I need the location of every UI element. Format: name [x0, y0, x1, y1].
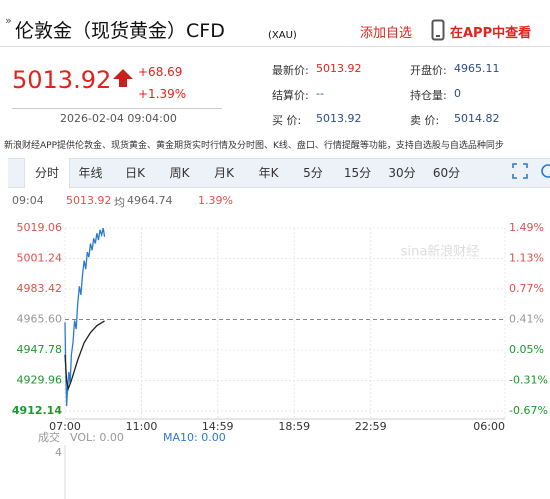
- x-tick-label: 06:00: [473, 420, 505, 433]
- stat-label: 最新价:: [272, 64, 309, 77]
- x-tick-label: 14:59: [202, 420, 234, 433]
- watermark: sina新浪财经: [401, 244, 480, 260]
- price: 5013.92: [12, 66, 112, 94]
- y2-tick-label: 0.05%: [509, 343, 544, 356]
- volume-vol: VOL: 0.00: [70, 431, 124, 444]
- up-arrow: [113, 69, 133, 87]
- x-tick-label: 11:00: [126, 420, 158, 433]
- info-price: 5013.92: [66, 194, 112, 207]
- series-line: [64, 227, 106, 407]
- stat-label: 卖 价:: [410, 114, 440, 127]
- info-pct: 1.39%: [198, 194, 233, 207]
- volume-tick: 4: [55, 446, 62, 459]
- info-avg-label: 均: [114, 196, 125, 209]
- x-tick-label: 22:59: [355, 420, 387, 433]
- y2-tick-label: 1.49%: [509, 221, 544, 234]
- tab[interactable]: 月K: [214, 166, 234, 180]
- fullscreen-icon[interactable]: [512, 163, 528, 179]
- title-mark: »: [5, 14, 12, 27]
- stat-label: 开盘价:: [410, 64, 447, 77]
- y-tick-label: 5019.06: [17, 221, 63, 234]
- change: +68.69: [138, 65, 183, 79]
- tab[interactable]: 年线: [78, 166, 103, 180]
- tab[interactable]: 15分: [343, 166, 372, 180]
- tab[interactable]: 30分: [388, 166, 416, 180]
- settings-icon[interactable]: [539, 163, 550, 179]
- tab[interactable]: 60分: [432, 166, 461, 180]
- tab[interactable]: 分时: [24, 158, 70, 188]
- y-tick-label: 4965.60: [17, 313, 63, 326]
- title: 伦敦金（现货黄金）CFD: [15, 20, 225, 42]
- info-avg: 4964.74: [127, 194, 173, 207]
- y2-tick-label: 0.41%: [509, 313, 544, 326]
- y-tick-label: 4947.78: [17, 343, 63, 356]
- y-tick-label: 5001.24: [17, 252, 63, 265]
- add-watch[interactable]: 添加自选: [360, 26, 413, 41]
- stat-value: 4965.11: [454, 62, 500, 75]
- tab[interactable]: 周K: [169, 166, 190, 180]
- divider: [0, 46, 550, 47]
- tab-bar: 分时 年线 日K 周K 月K 年K 5分 15分 30分 60分: [8, 158, 550, 188]
- y-tick-label: 4912.14: [12, 404, 62, 417]
- stat-label: 买 价:: [272, 114, 302, 127]
- stat-value: 5013.92: [316, 62, 362, 75]
- series-line: [64, 320, 105, 392]
- phone-icon: [431, 19, 445, 41]
- y2-tick-label: 0.77%: [509, 282, 544, 295]
- x-tick-label: 18:59: [278, 420, 310, 433]
- notice: 新浪财经APP提供伦敦金、现货黄金、黄金期货实时行情及分时图、K线、盘口、行情提…: [4, 141, 504, 151]
- volume-label: 成交: [38, 430, 60, 444]
- stat-value: --: [316, 87, 324, 100]
- x-tick-label: 07:00: [49, 420, 81, 433]
- y2-tick-label: -0.67%: [509, 404, 548, 417]
- volume-ma: MA10: 0.00: [163, 431, 226, 444]
- stat-value: 5014.82: [454, 112, 500, 125]
- info-time: 09:04: [12, 194, 44, 207]
- tab[interactable]: 5分: [303, 166, 323, 180]
- divider: [12, 108, 222, 109]
- y2-tick-label: 1.13%: [509, 252, 544, 265]
- tab[interactable]: 日K: [125, 166, 145, 180]
- app-link[interactable]: 在APP中查看: [450, 26, 532, 41]
- y2-tick-label: -0.31%: [509, 374, 548, 387]
- y-tick-label: 4983.42: [17, 282, 63, 295]
- y-tick-label: 4929.96: [17, 374, 63, 387]
- stat-value: 0: [454, 87, 461, 100]
- tab[interactable]: 年K: [258, 166, 279, 180]
- code: (XAU): [268, 30, 297, 41]
- quote-time: 2026-02-04 09:04:00: [60, 112, 177, 125]
- stat-label: 持仓量:: [410, 89, 447, 102]
- stat-value: 5013.92: [316, 112, 362, 125]
- stat-label: 结算价:: [272, 89, 309, 102]
- change-pct: +1.39%: [138, 87, 187, 101]
